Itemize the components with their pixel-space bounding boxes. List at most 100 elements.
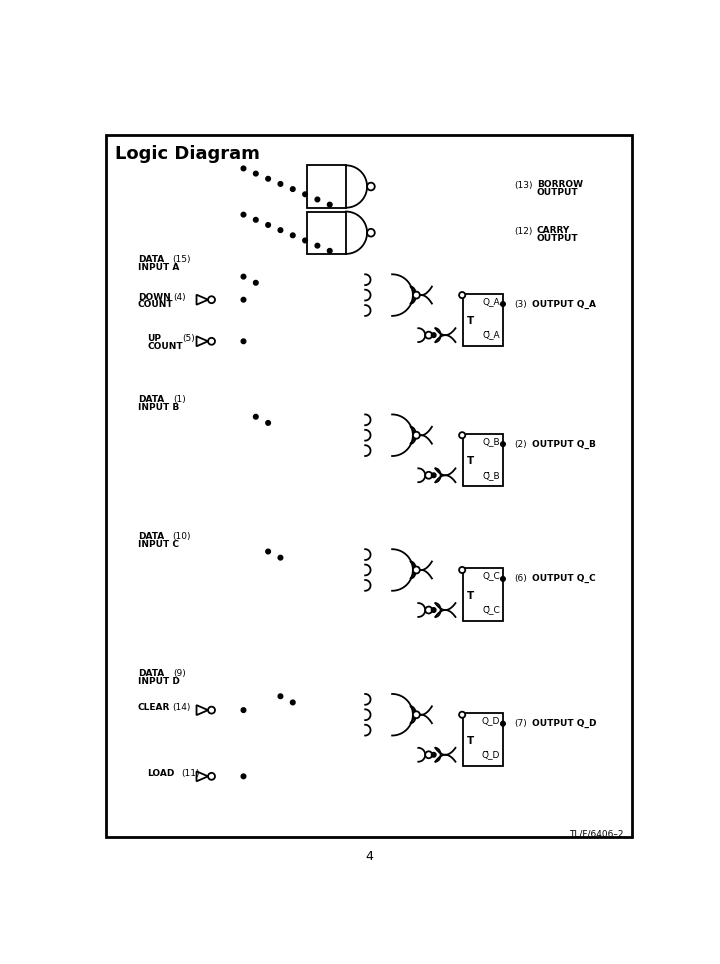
Bar bbox=[463, 713, 503, 765]
Circle shape bbox=[413, 567, 420, 574]
Polygon shape bbox=[197, 336, 208, 346]
Text: (7): (7) bbox=[514, 719, 526, 728]
Circle shape bbox=[426, 471, 432, 479]
Circle shape bbox=[266, 549, 271, 553]
Circle shape bbox=[459, 432, 465, 439]
Circle shape bbox=[413, 292, 420, 299]
Circle shape bbox=[208, 296, 215, 303]
Text: COUNT: COUNT bbox=[138, 301, 174, 309]
Circle shape bbox=[315, 243, 320, 248]
Text: Q̅_A: Q̅_A bbox=[482, 331, 500, 339]
Text: (5): (5) bbox=[183, 335, 195, 343]
Circle shape bbox=[253, 172, 258, 175]
Bar bbox=[463, 294, 503, 346]
Text: DATA: DATA bbox=[138, 532, 164, 541]
Circle shape bbox=[303, 192, 307, 197]
Circle shape bbox=[241, 708, 246, 712]
Circle shape bbox=[315, 197, 320, 201]
Text: Q_A: Q_A bbox=[482, 297, 500, 306]
Text: (15): (15) bbox=[172, 255, 190, 264]
Polygon shape bbox=[197, 295, 208, 305]
Circle shape bbox=[208, 337, 215, 345]
Text: OUTPUT: OUTPUT bbox=[537, 234, 578, 243]
Text: Q_D: Q_D bbox=[482, 716, 500, 725]
Circle shape bbox=[303, 238, 307, 243]
Text: T: T bbox=[467, 456, 474, 466]
Circle shape bbox=[290, 700, 295, 705]
Text: COUNT: COUNT bbox=[148, 342, 183, 351]
Circle shape bbox=[426, 332, 432, 338]
Text: DATA: DATA bbox=[138, 669, 164, 679]
Text: (2): (2) bbox=[514, 440, 526, 448]
Bar bbox=[307, 211, 346, 254]
Text: DATA: DATA bbox=[138, 255, 164, 264]
Circle shape bbox=[431, 333, 436, 337]
Text: CARRY: CARRY bbox=[537, 226, 570, 235]
Circle shape bbox=[459, 292, 465, 298]
Text: (11): (11) bbox=[181, 769, 199, 778]
Text: Q̅_C: Q̅_C bbox=[482, 605, 500, 614]
Bar bbox=[463, 434, 503, 486]
Text: INPUT D: INPUT D bbox=[138, 677, 180, 686]
Circle shape bbox=[278, 228, 283, 232]
Circle shape bbox=[413, 711, 420, 718]
Text: INPUT C: INPUT C bbox=[138, 540, 179, 549]
Circle shape bbox=[426, 606, 432, 613]
Text: OUTPUT Q_B: OUTPUT Q_B bbox=[532, 440, 596, 448]
Text: T: T bbox=[467, 736, 474, 745]
Text: OUTPUT Q_A: OUTPUT Q_A bbox=[532, 300, 596, 308]
Text: OUTPUT Q_C: OUTPUT Q_C bbox=[532, 575, 596, 583]
Circle shape bbox=[241, 298, 246, 302]
Text: T: T bbox=[467, 591, 474, 601]
Text: (3): (3) bbox=[514, 300, 526, 308]
Polygon shape bbox=[197, 771, 208, 782]
Circle shape bbox=[241, 275, 246, 279]
Text: INPUT B: INPUT B bbox=[138, 403, 179, 412]
Text: Logic Diagram: Logic Diagram bbox=[115, 145, 260, 163]
Text: UP: UP bbox=[148, 335, 161, 343]
Circle shape bbox=[367, 182, 375, 190]
Circle shape bbox=[266, 223, 271, 228]
Circle shape bbox=[208, 773, 215, 780]
Circle shape bbox=[278, 181, 283, 186]
Text: TL/F/6406–2: TL/F/6406–2 bbox=[569, 829, 623, 839]
Text: (4): (4) bbox=[174, 293, 186, 302]
Text: Q̅_D: Q̅_D bbox=[482, 750, 500, 760]
Text: CLEAR: CLEAR bbox=[138, 703, 171, 712]
Circle shape bbox=[459, 567, 465, 573]
Text: OUTPUT Q_D: OUTPUT Q_D bbox=[532, 719, 597, 728]
Circle shape bbox=[500, 302, 505, 307]
Circle shape bbox=[253, 415, 258, 419]
Text: (1): (1) bbox=[174, 395, 186, 404]
Circle shape bbox=[208, 707, 215, 713]
Circle shape bbox=[328, 249, 332, 254]
Circle shape bbox=[413, 432, 420, 439]
Circle shape bbox=[241, 339, 246, 343]
Circle shape bbox=[266, 176, 271, 181]
Circle shape bbox=[278, 555, 283, 560]
Text: (6): (6) bbox=[514, 575, 526, 583]
Circle shape bbox=[278, 694, 283, 699]
Circle shape bbox=[253, 281, 258, 285]
Circle shape bbox=[500, 721, 505, 726]
Circle shape bbox=[367, 228, 375, 236]
Bar bbox=[463, 569, 503, 621]
Circle shape bbox=[431, 473, 436, 477]
Text: INPUT A: INPUT A bbox=[138, 263, 179, 272]
Text: T: T bbox=[467, 316, 474, 326]
Circle shape bbox=[431, 753, 436, 757]
Circle shape bbox=[426, 751, 432, 759]
Text: (10): (10) bbox=[172, 532, 190, 541]
Circle shape bbox=[290, 187, 295, 192]
Text: 4: 4 bbox=[365, 850, 373, 863]
Circle shape bbox=[241, 166, 246, 171]
Text: BORROW: BORROW bbox=[537, 179, 583, 189]
Text: Q̅_B: Q̅_B bbox=[482, 470, 500, 480]
Circle shape bbox=[328, 202, 332, 207]
Circle shape bbox=[431, 607, 436, 612]
Text: DATA: DATA bbox=[138, 395, 164, 404]
Text: (9): (9) bbox=[174, 669, 186, 679]
Circle shape bbox=[241, 774, 246, 779]
Text: (14): (14) bbox=[172, 703, 190, 712]
Text: (12): (12) bbox=[514, 228, 532, 236]
